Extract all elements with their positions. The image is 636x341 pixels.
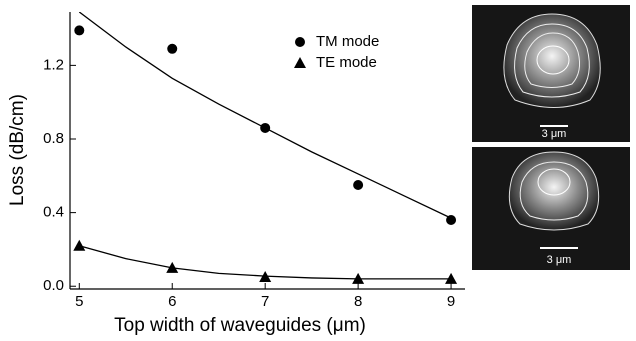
point <box>353 180 363 190</box>
y-tick-label: 0.4 <box>43 204 64 221</box>
mode-profile <box>509 152 598 230</box>
y-axis-label: Loss (dB/cm) <box>7 94 28 206</box>
x-tick-label: 9 <box>447 293 455 310</box>
inset-bottom: 3 μm <box>472 147 630 270</box>
point <box>446 215 456 225</box>
y-tick-label: 0.8 <box>43 130 64 147</box>
mode-profile <box>504 14 600 108</box>
point <box>73 240 85 251</box>
y-tick-label: 0.0 <box>43 277 64 294</box>
y-tick-label: 1.2 <box>43 56 64 73</box>
x-tick-label: 8 <box>354 293 362 310</box>
legend-marker <box>294 57 306 68</box>
point <box>260 123 270 133</box>
inset-top: 3 μm <box>472 5 630 142</box>
scale-label: 3 μm <box>547 254 572 266</box>
point <box>74 25 84 35</box>
scale-label: 3 μm <box>542 128 567 140</box>
legend-label: TE mode <box>316 54 377 71</box>
fit-curve <box>79 12 451 218</box>
legend-marker <box>295 37 305 47</box>
x-tick-label: 7 <box>261 293 269 310</box>
page: 3 μm 3 μm Top width of waveguides (μm) L… <box>0 0 636 341</box>
legend-label: TM mode <box>316 33 379 50</box>
x-axis-label: Top width of waveguides (μm) <box>114 315 366 336</box>
point <box>167 44 177 54</box>
x-tick-label: 5 <box>75 293 83 310</box>
chart: 3 μm 3 μm Top width of waveguides (μm) L… <box>0 0 636 341</box>
x-tick-label: 6 <box>168 293 176 310</box>
